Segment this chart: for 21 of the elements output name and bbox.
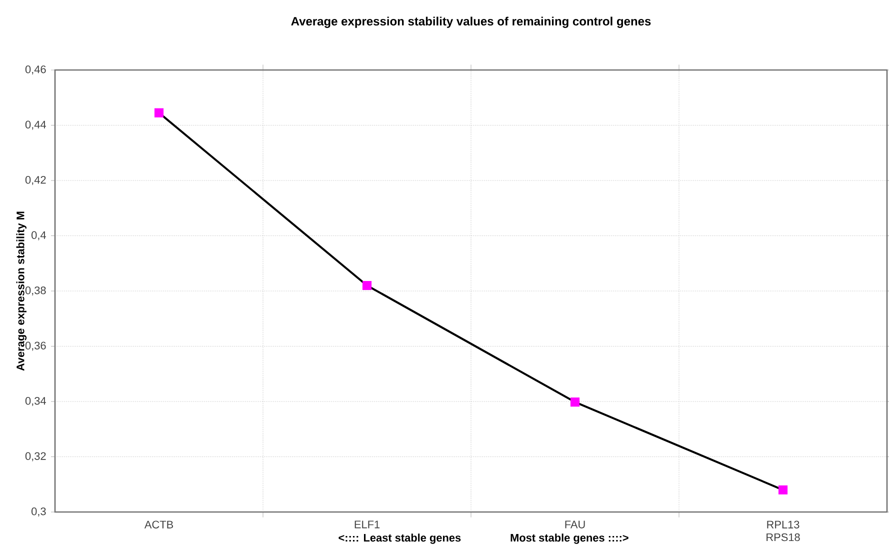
x-tick-label: RPL13 RPS18 — [766, 520, 800, 542]
y-tick-label: 0,36 — [25, 342, 46, 351]
point — [154, 108, 164, 118]
y-tick-label: 0,32 — [25, 452, 46, 462]
y-tick-label: 0,3 — [32, 507, 46, 517]
text: <:::: Least stable genes — [338, 534, 461, 544]
x-tick-label: FAU — [565, 520, 585, 528]
y-tick-label: 0,4 — [32, 231, 46, 240]
text: Most stable genes ::::> — [510, 534, 628, 544]
y-tick-label: 0,44 — [25, 120, 46, 130]
point — [362, 280, 372, 290]
x-tick-label: ACTB — [144, 520, 174, 528]
chart-title: Average expression stability values of remaining control genes — [291, 16, 651, 28]
x-tick-label: ELF1 — [354, 520, 380, 528]
y-tick-label: 0,38 — [25, 286, 46, 296]
y-axis-title: Average expression stability M — [16, 212, 27, 371]
y-tick-label: 0,34 — [25, 396, 46, 406]
y-tick-label: 0,46 — [25, 65, 46, 75]
y-tick-label: 0,42 — [25, 176, 46, 186]
point — [570, 398, 580, 407]
point — [778, 485, 788, 494]
